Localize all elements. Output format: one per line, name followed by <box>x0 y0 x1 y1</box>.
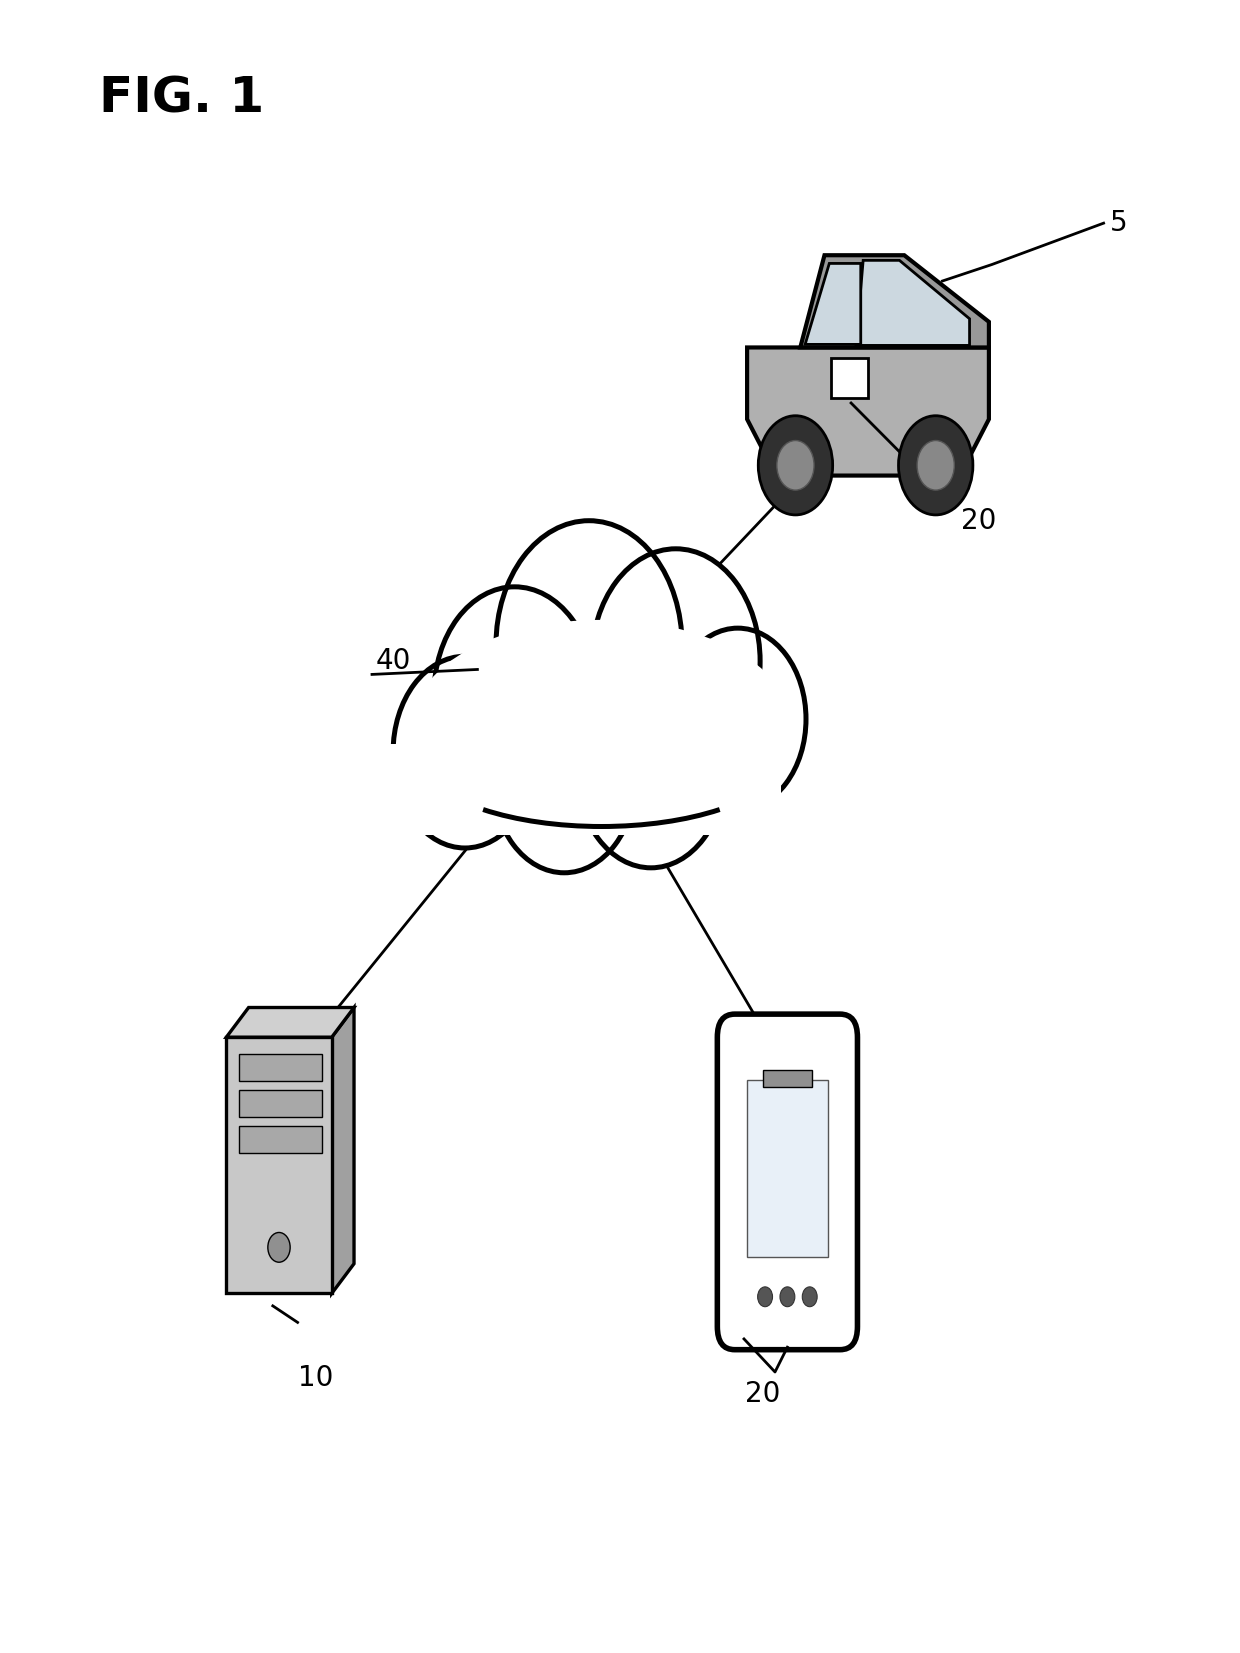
Circle shape <box>670 628 806 810</box>
Bar <box>238 1055 322 1081</box>
Circle shape <box>268 1233 290 1263</box>
Text: 40: 40 <box>376 648 412 674</box>
Circle shape <box>591 549 760 774</box>
Bar <box>763 1071 812 1088</box>
Polygon shape <box>856 260 970 345</box>
Ellipse shape <box>415 620 787 818</box>
Bar <box>226 1038 332 1293</box>
Text: 10: 10 <box>298 1364 334 1392</box>
Bar <box>238 1126 322 1152</box>
Polygon shape <box>805 263 861 344</box>
Polygon shape <box>746 347 990 476</box>
Bar <box>746 1081 828 1258</box>
Text: 20: 20 <box>745 1380 781 1408</box>
Circle shape <box>492 681 636 873</box>
Circle shape <box>758 417 833 514</box>
Circle shape <box>577 669 725 868</box>
Circle shape <box>758 1288 773 1308</box>
Circle shape <box>918 440 955 489</box>
Circle shape <box>899 417 973 514</box>
Polygon shape <box>800 255 990 347</box>
Bar <box>831 359 868 398</box>
Text: 5: 5 <box>1110 210 1127 236</box>
Circle shape <box>802 1288 817 1308</box>
Polygon shape <box>226 1007 355 1038</box>
Bar <box>238 1091 322 1117</box>
Circle shape <box>434 587 595 802</box>
Bar <box>384 744 781 835</box>
Circle shape <box>776 440 813 489</box>
Circle shape <box>393 656 537 848</box>
FancyBboxPatch shape <box>717 1015 858 1349</box>
Circle shape <box>780 1288 795 1308</box>
Text: 20: 20 <box>961 507 997 534</box>
Text: FIG. 1: FIG. 1 <box>99 74 264 122</box>
Circle shape <box>496 521 682 769</box>
Polygon shape <box>332 1007 355 1293</box>
